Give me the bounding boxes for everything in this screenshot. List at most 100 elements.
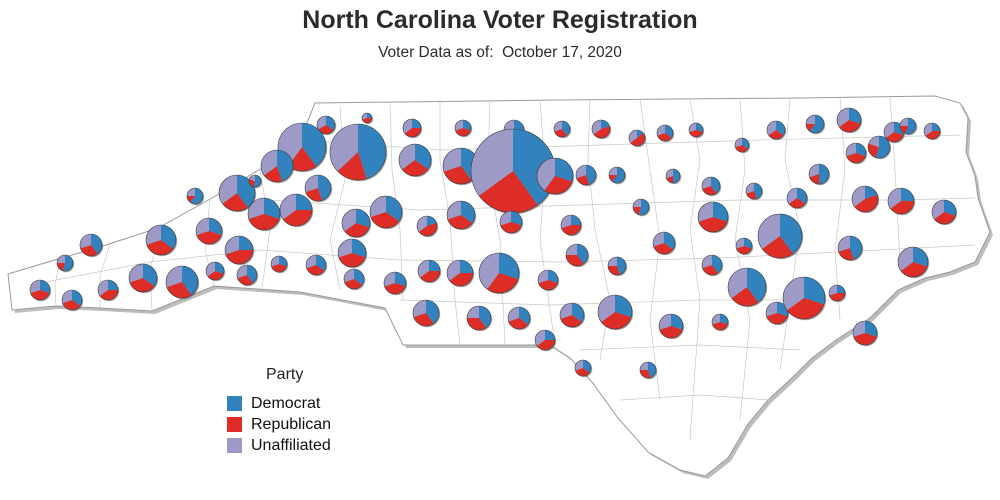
pie-slice-unaffiliated xyxy=(369,196,386,217)
county-pie xyxy=(260,149,295,184)
county-pie xyxy=(398,143,433,178)
county-pie xyxy=(845,142,868,165)
pie-outline xyxy=(341,208,371,238)
pie-slice-unaffiliated xyxy=(478,253,499,290)
pie-slice-democrat xyxy=(572,303,584,323)
pie-slice-democrat xyxy=(780,214,803,254)
pie-outline xyxy=(97,279,119,301)
pie-slice-unaffiliated xyxy=(80,234,91,249)
pie-outline xyxy=(304,174,332,202)
pie-outline xyxy=(656,124,674,142)
county-pie-markers xyxy=(29,107,958,380)
pie-slice-unaffiliated xyxy=(851,186,865,207)
county-pie xyxy=(852,320,879,347)
pie-slice-republican xyxy=(362,118,373,124)
pie-slice-democrat xyxy=(905,118,916,134)
county-pie xyxy=(559,302,586,329)
pie-outline xyxy=(808,163,830,185)
pie-slice-democrat xyxy=(426,300,440,324)
pie-outline xyxy=(845,142,867,164)
pie-outline xyxy=(851,185,879,213)
county-pie xyxy=(343,268,366,291)
pie-outline xyxy=(632,198,650,216)
county-pie xyxy=(361,112,374,125)
pie-outline xyxy=(597,294,633,330)
county-pie xyxy=(782,276,827,321)
pie-outline xyxy=(652,231,676,255)
county-pie xyxy=(727,267,768,308)
pie-slice-republican xyxy=(702,186,717,195)
pie-slice-republican xyxy=(736,246,752,255)
pie-slice-unaffiliated xyxy=(592,120,601,135)
pie-slice-unaffiliated xyxy=(403,119,412,134)
county-pie xyxy=(575,164,598,187)
pie-outline xyxy=(711,313,729,331)
pie-slice-democrat xyxy=(712,255,723,274)
pie-slice-republican xyxy=(788,198,806,209)
pie-outline xyxy=(837,235,863,261)
pie-slice-republican xyxy=(479,171,538,214)
pie-outline xyxy=(329,123,387,181)
map-title: North Carolina Voter Registration xyxy=(302,6,698,34)
pie-slice-unaffiliated xyxy=(470,129,513,196)
pie-slice-republican xyxy=(287,147,317,172)
pie-slice-democrat xyxy=(463,120,472,131)
pie-slice-republican xyxy=(447,215,473,230)
pie-slice-unaffiliated xyxy=(219,175,237,204)
pie-outline xyxy=(757,213,803,259)
pie-outline xyxy=(574,359,592,377)
pie-slice-republican xyxy=(601,312,632,329)
pie-slice-democrat xyxy=(62,255,73,272)
pie-slice-unaffiliated xyxy=(442,148,461,172)
pie-slice-unaffiliated xyxy=(305,175,318,193)
pie-outline xyxy=(186,187,204,205)
pie-slice-democrat xyxy=(562,121,570,136)
county-pie xyxy=(369,195,404,230)
pie-slice-unaffiliated xyxy=(247,197,264,219)
pie-slice-unaffiliated xyxy=(853,321,865,337)
pie-outline xyxy=(608,166,626,184)
pie-slice-unaffiliated xyxy=(280,194,296,220)
county-pie xyxy=(688,122,705,139)
pie-slice-republican xyxy=(467,318,487,330)
pie-slice-republican xyxy=(207,271,224,280)
pie-slice-republican xyxy=(487,273,519,294)
pie-outline xyxy=(591,119,611,139)
county-pie xyxy=(402,118,423,139)
pie-slice-unaffiliated xyxy=(837,108,849,128)
pie-slice-unaffiliated xyxy=(883,122,894,138)
pie-slice-unaffiliated xyxy=(416,215,427,232)
pie-slice-republican xyxy=(560,315,582,327)
pie-slice-republican xyxy=(630,133,645,146)
pie-outline xyxy=(575,164,597,186)
pie-slice-republican xyxy=(853,333,877,345)
pie-outline xyxy=(195,217,223,245)
pie-slice-unaffiliated xyxy=(97,280,108,296)
legend-label-democrat: Democrat xyxy=(251,394,321,412)
pie-slice-democrat xyxy=(182,266,198,295)
county-pie xyxy=(931,199,958,226)
legend-label-republican: Republican xyxy=(251,415,332,433)
pie-slice-republican xyxy=(536,340,555,351)
county-pie xyxy=(652,231,677,256)
county-pie xyxy=(499,210,524,235)
pie-slice-democrat xyxy=(601,120,610,129)
pie-slice-democrat xyxy=(72,290,83,306)
county-pie xyxy=(766,120,787,141)
pie-slice-unaffiliated xyxy=(656,125,665,136)
pie-slice-republican xyxy=(829,293,845,302)
pie-slice-democrat xyxy=(865,321,877,337)
pie-slice-democrat xyxy=(711,177,720,194)
pie-slice-democrat xyxy=(548,270,558,284)
pie-outline xyxy=(224,235,254,265)
pie-slice-republican xyxy=(575,368,590,376)
pie-slice-republican xyxy=(846,153,866,163)
county-pie xyxy=(316,115,337,136)
pie-slice-democrat xyxy=(302,123,327,167)
pie-slice-republican xyxy=(566,255,584,267)
pie-outline xyxy=(260,149,294,183)
pie-slice-republican xyxy=(657,133,672,141)
pie-slice-democrat xyxy=(412,119,421,128)
pie-outline xyxy=(398,143,432,177)
pie-slice-unaffiliated xyxy=(702,255,712,269)
